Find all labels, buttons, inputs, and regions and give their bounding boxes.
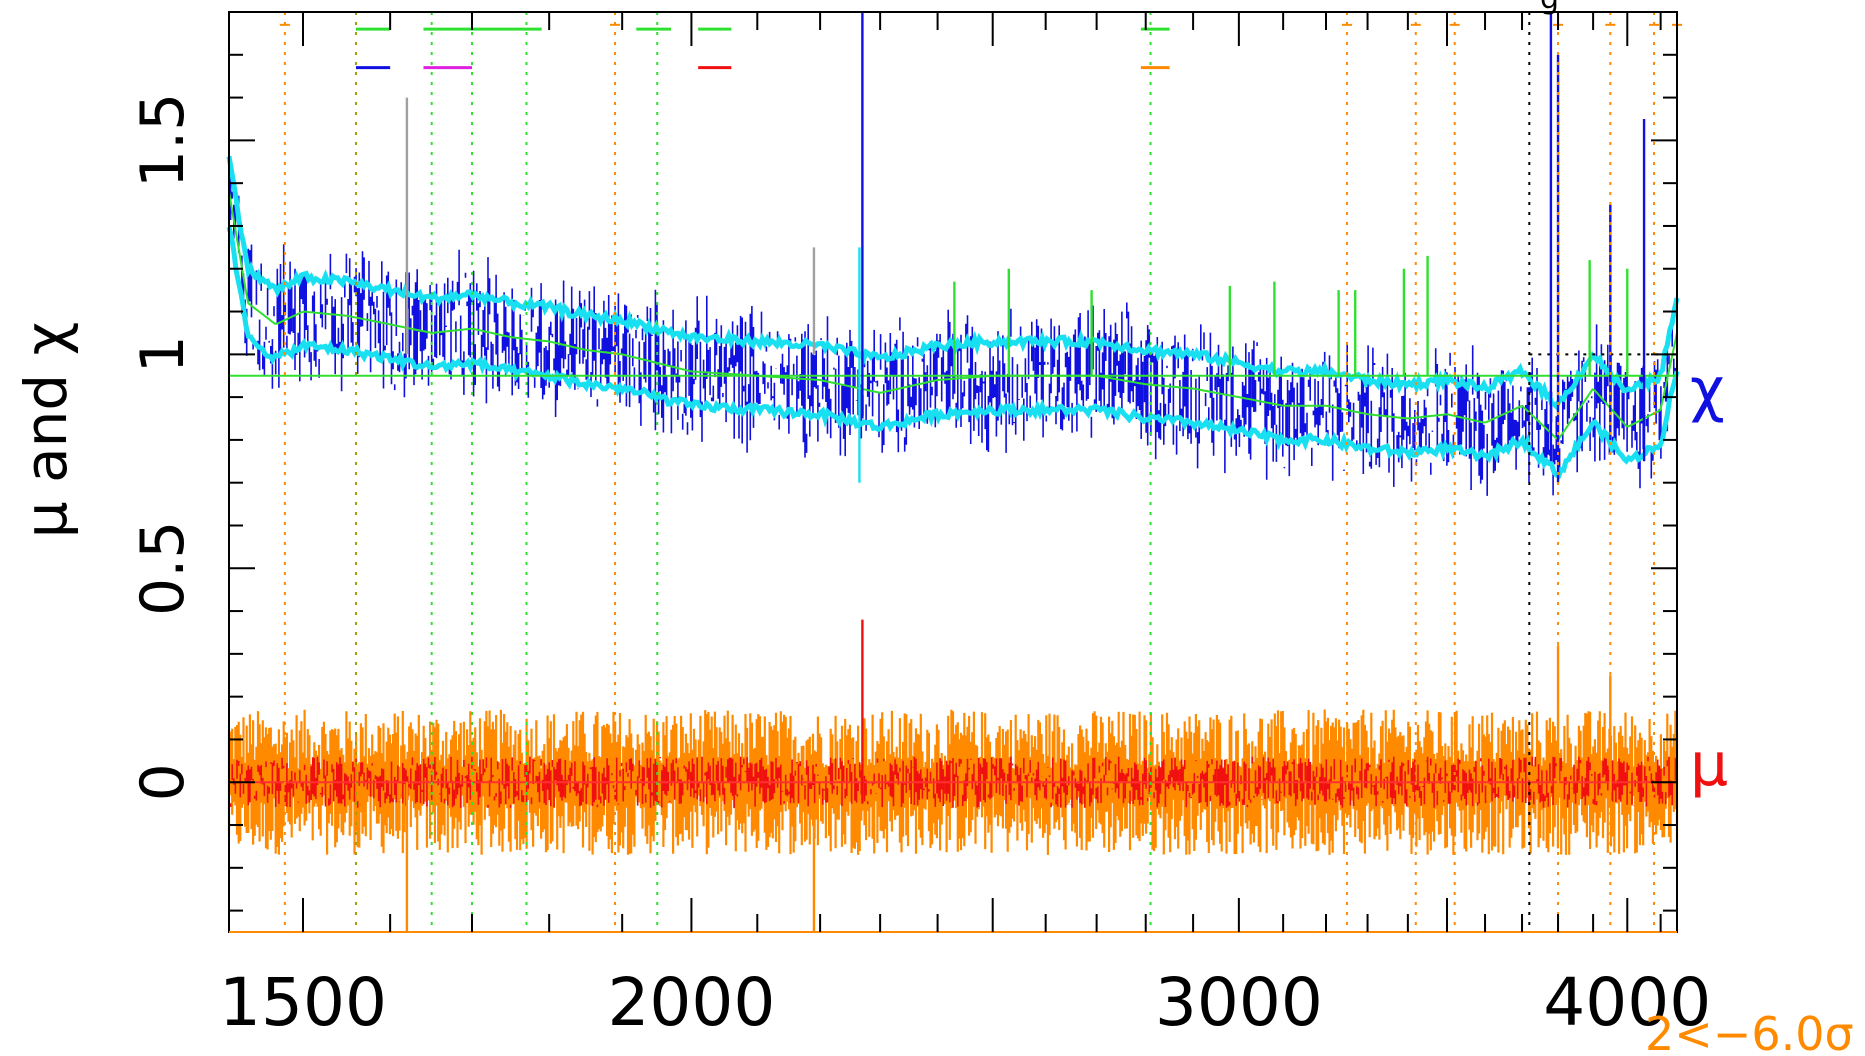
mu-series-label: μ [1690,730,1728,800]
x-tick-label: 4000 [1543,964,1711,1041]
y-tick-label: 1.5 [128,93,198,188]
x-tick-label: 3000 [1155,964,1323,1041]
noise-layer [227,132,1679,855]
chi-band-lower [226,226,1680,480]
y-axis-title: μ and χ [12,322,80,538]
top-right-fragment: g [1540,0,1559,16]
axes-layer: 0 0.5 1 1.5 1500 2000 3000 4000 [128,11,1711,1041]
chi-band-upper [226,156,1680,411]
chi-noise [228,132,1678,496]
x-tick-label: 2000 [607,964,775,1041]
band-layer [226,156,1680,480]
chi-smooth-line [228,191,1678,441]
x-tick-label: 1500 [219,964,387,1041]
series-layer [228,191,1678,784]
y-tick-label: 0.5 [128,521,198,616]
marker-layer [279,12,1682,932]
spike-layer [405,12,1646,932]
y-tick-label: 1 [128,335,198,373]
y-tick-label: 0 [128,763,198,801]
chi-series-label: χ [1690,355,1725,425]
sigma-footnote: 2<−6.0σ [1645,1007,1854,1056]
